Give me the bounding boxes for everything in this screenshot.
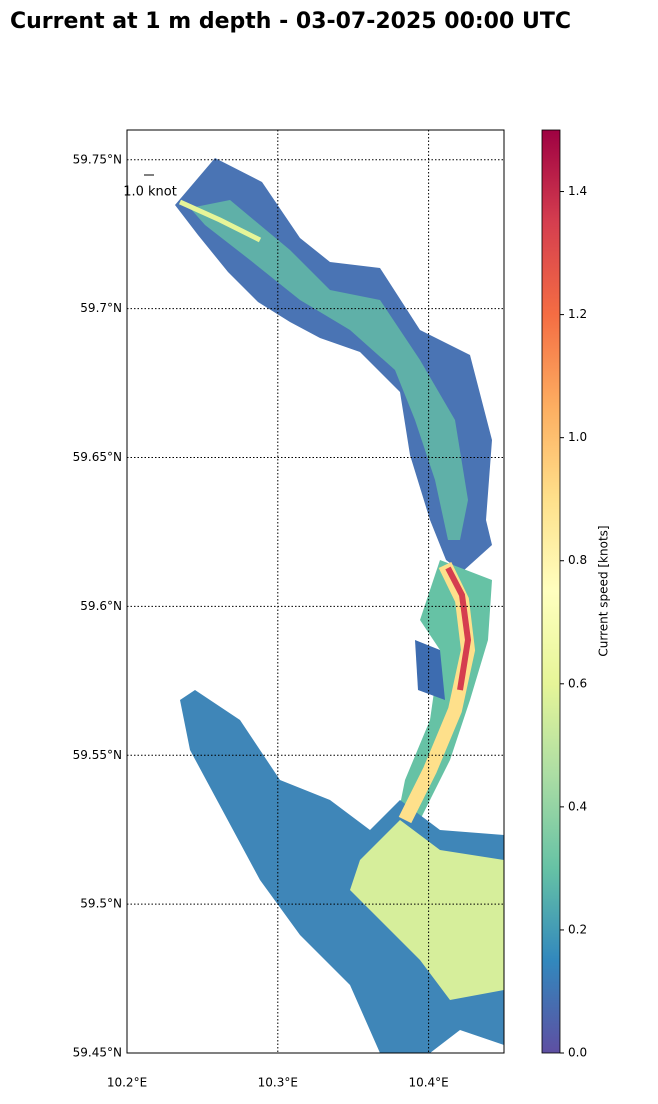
quiver-key-label: 1.0 knot [123, 185, 177, 200]
colorbar-label: Current speed [knots] [597, 525, 611, 656]
colorbar [541, 129, 561, 1054]
channel-upper [178, 199, 262, 243]
chart-title: Current at 1 m depth - 03-07-2025 00:00 … [10, 9, 571, 34]
x-tick-label: 10.4°E [408, 1076, 448, 1090]
y-tick-label: 59.7°N [80, 301, 122, 315]
colorbar-tick-label: 1.4 [568, 184, 587, 198]
colorbar-tick-label: 0.6 [568, 676, 587, 690]
fjord-bay [415, 640, 445, 700]
colorbar-tick-label: 0.0 [568, 1046, 587, 1060]
y-tick-label: 59.55°N [73, 748, 122, 762]
y-tick-label: 59.5°N [80, 897, 122, 911]
jet-core [445, 566, 472, 691]
current-field [175, 158, 504, 1053]
y-tick-label: 59.65°N [73, 450, 122, 464]
x-tick-label: 10.2°E [107, 1076, 147, 1090]
colorbar-tick-label: 1.2 [568, 307, 587, 321]
colorbar-tick-label: 0.8 [568, 553, 587, 567]
y-tick-label: 59.75°N [73, 152, 122, 166]
y-tick-label: 59.6°N [80, 599, 122, 613]
x-tick-label: 10.3°E [258, 1076, 298, 1090]
y-tick-label: 59.45°N [73, 1046, 122, 1060]
colorbar-tick-label: 1.0 [568, 430, 587, 444]
fjord-upper-inner [190, 200, 468, 540]
colorbar-tick-label: 0.4 [568, 799, 587, 813]
fjord-lower-inner [350, 820, 504, 1000]
plot-frame [126, 129, 505, 1054]
colorbar-tick-label: 0.2 [568, 922, 587, 936]
